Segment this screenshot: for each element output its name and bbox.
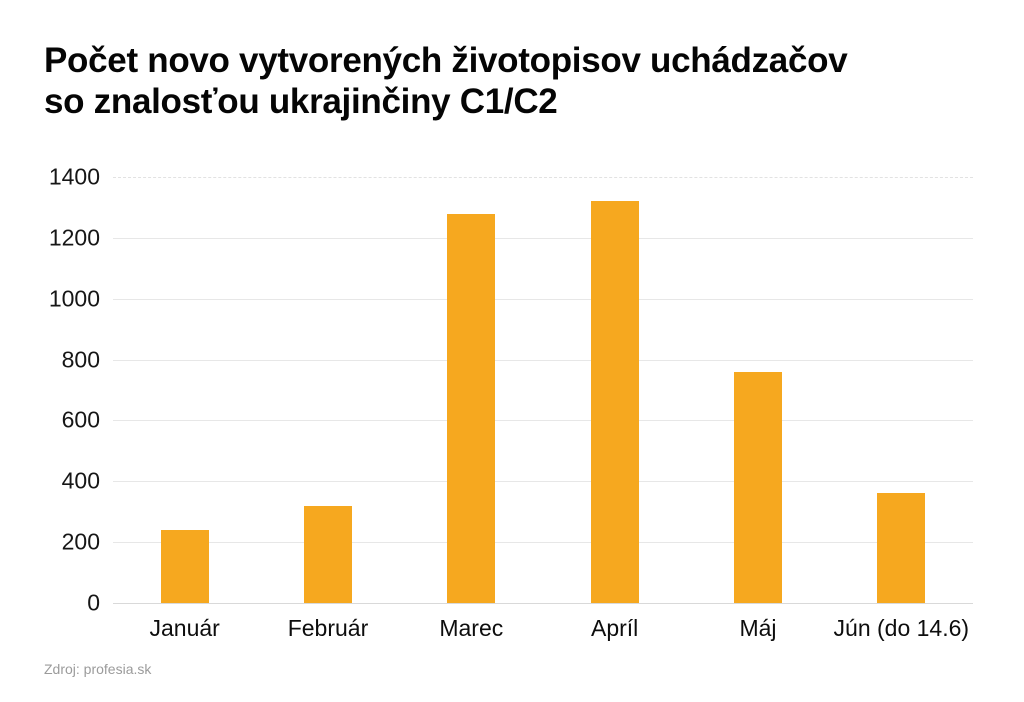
bar-maj [733, 371, 782, 603]
y-tick-label-1400: 1400 [48, 163, 100, 190]
bar-slot-maj [686, 177, 829, 603]
source-caption: Zdroj: profesia.sk [44, 661, 152, 677]
x-tick-label-marec: Marec [439, 615, 504, 641]
gridline-0 [113, 603, 973, 604]
bars-container [113, 177, 973, 603]
y-tick-label-1000: 1000 [48, 285, 100, 312]
gridline-1000 [113, 298, 973, 300]
y-tick-label-200: 200 [61, 528, 100, 555]
x-tick-label-februar: Február [287, 615, 369, 641]
y-axis: 0 200 400 600 800 1000 1200 1400 [0, 164, 100, 616]
y-tick-label-600: 600 [61, 406, 100, 433]
bar-jun-do-14-6 [877, 493, 926, 603]
x-tick-label-januar: Január [149, 615, 220, 641]
bar-marec [447, 213, 496, 603]
gridline-600 [113, 420, 973, 422]
bar-slot-jun-do-14-6 [830, 177, 973, 603]
bar-februar [303, 505, 352, 603]
x-tick-label-maj: Máj [739, 615, 777, 641]
y-tick-label-400: 400 [61, 467, 100, 494]
bar-slot-januar [113, 177, 256, 603]
gridline-1400 [113, 177, 973, 178]
chart-title-line-1: Počet novo vytvorených životopisov uchád… [44, 41, 848, 80]
chart-title-line-2: so znalosťou ukrajinčiny C1/C2 [44, 82, 558, 121]
x-axis: Január Február Marec Apríl Máj Jún (do 14.6) [113, 614, 973, 642]
bar-slot-februar [256, 177, 399, 603]
y-tick-label-1200: 1200 [48, 224, 100, 251]
gridline-200 [113, 542, 973, 544]
gridline-1200 [113, 237, 973, 239]
gridline-400 [113, 481, 973, 483]
bar-januar [160, 529, 209, 603]
y-tick-label-0: 0 [87, 589, 100, 616]
y-tick-label-800: 800 [61, 346, 100, 373]
chart-title: Počet novo vytvorených životopisov uchád… [44, 40, 994, 122]
bar-april [590, 201, 639, 603]
gridline-800 [113, 359, 973, 361]
bar-slot-april [543, 177, 686, 603]
x-tick-label-jun-do-14-6: Jún (do 14.6) [833, 615, 970, 641]
bar-slot-marec [400, 177, 543, 603]
x-tick-label-april: Apríl [591, 615, 639, 641]
bar-chart-plot-area [113, 177, 973, 604]
